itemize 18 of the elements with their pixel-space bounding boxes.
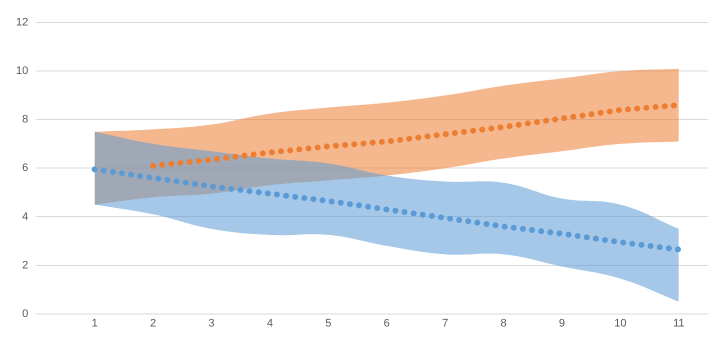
y-tick-label: 6 (22, 162, 28, 174)
y-tick-label: 0 (22, 308, 28, 320)
x-tick-label: 11 (673, 317, 685, 330)
y-tick-label: 2 (22, 259, 28, 272)
x-tick-label: 3 (208, 317, 215, 330)
x-tick-label: 10 (614, 317, 627, 330)
x-tick-label: 5 (325, 317, 332, 330)
x-tick-label: 8 (500, 317, 507, 330)
x-tick-label: 4 (266, 317, 273, 330)
x-tick-label: 2 (150, 317, 156, 330)
y-tick-label: 4 (22, 210, 28, 223)
y-tick-label: 12 (16, 16, 28, 29)
x-tick-label: 7 (442, 317, 448, 330)
y-tick-label: 10 (16, 65, 28, 78)
y-tick-label: 8 (22, 114, 28, 126)
x-tick-label: 6 (384, 317, 390, 330)
x-tick-label: 1 (92, 317, 98, 330)
x-tick-label: 9 (558, 317, 566, 330)
